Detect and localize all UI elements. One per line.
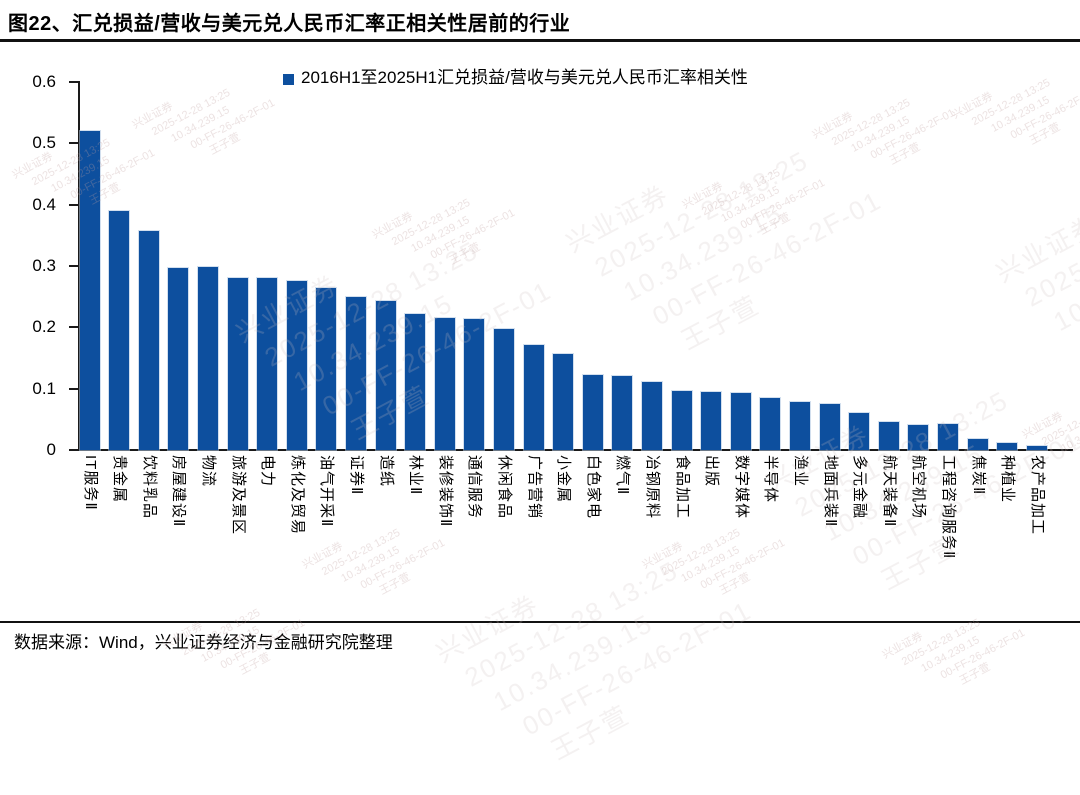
bar [760, 397, 781, 450]
bar [878, 422, 899, 450]
x-axis-label: 燃气Ⅱ [614, 455, 632, 496]
bar [197, 267, 218, 450]
bar [553, 354, 574, 450]
y-axis-tick-label: 0.6 [32, 72, 56, 91]
bar [997, 442, 1018, 450]
y-axis-line [78, 81, 80, 450]
bar [286, 281, 307, 450]
bar [671, 390, 692, 450]
bar [257, 278, 278, 450]
x-axis-label: 航天装备Ⅱ [880, 455, 898, 528]
data-source-note: 数据来源：Wind，兴业证券经济与金融研究院整理 [14, 633, 393, 652]
bar [701, 391, 722, 450]
x-axis-label: 广告营销 [525, 455, 543, 520]
x-axis-label: 物流 [199, 455, 217, 488]
bar [434, 317, 455, 450]
bar [523, 345, 544, 450]
y-axis-tick [69, 387, 78, 390]
y-axis-tick [69, 142, 78, 145]
x-axis-label: 航空机场 [910, 455, 928, 520]
x-axis-label: 地面兵装Ⅱ [821, 455, 839, 528]
x-axis-label: 种植业 [999, 455, 1017, 504]
x-axis-label: 证券Ⅱ [347, 455, 365, 496]
x-axis-label: 工程咨询服务Ⅱ [939, 455, 957, 560]
x-axis-label: 房屋建设Ⅱ [170, 455, 188, 528]
y-axis-tick-label: 0.5 [32, 133, 56, 153]
title-divider-line [0, 39, 1080, 42]
x-axis-label: 农产品加工 [1028, 455, 1046, 536]
bar [1026, 445, 1047, 450]
bar [227, 278, 248, 450]
x-axis-label: 电力 [259, 455, 277, 488]
bar [168, 267, 189, 450]
x-axis-label: 通信服务 [466, 455, 484, 520]
x-axis-label: 旅游及景区 [229, 455, 247, 536]
x-axis-label: 数字媒体 [732, 455, 750, 520]
bar [908, 424, 929, 450]
y-axis-tick [69, 326, 78, 329]
y-axis-tick-label: 0.2 [32, 317, 56, 337]
bar [316, 288, 337, 450]
footer-divider-line [0, 621, 1080, 623]
bar [345, 296, 366, 450]
x-axis-label: 冶钢原料 [643, 455, 661, 520]
x-axis-label: 休闲食品 [495, 455, 513, 520]
x-axis-label: 白色家电 [584, 455, 602, 520]
y-axis-tick-label: 0.1 [32, 378, 56, 398]
x-axis-label: 半导体 [762, 455, 780, 504]
x-axis-line [78, 449, 1073, 451]
y-axis-tick-label: 0.3 [32, 256, 56, 275]
x-axis-label: 出版 [703, 455, 721, 488]
bar [79, 131, 100, 450]
bar [138, 231, 159, 450]
bar [405, 314, 426, 450]
bar [109, 210, 130, 450]
x-axis-label: 饮料乳品 [140, 455, 158, 520]
bar-chart: 2016H1至2025H1汇兑损益/营收与美元兑人民币汇率相关性 0 0.1 0.2… [32, 68, 1073, 560]
x-axis-label: 造纸 [377, 455, 395, 488]
bar [612, 375, 633, 450]
x-axis-label: 焦炭Ⅱ [969, 455, 987, 496]
bar [582, 374, 603, 450]
bar [819, 404, 840, 450]
x-axis-label: 林业Ⅱ [407, 455, 425, 496]
x-axis-label: IT服务Ⅱ [81, 455, 99, 511]
figure-title: 图22、汇兑损益/营收与美元兑人民币汇率正相关性居前的行业 [8, 13, 571, 35]
y-axis-tick [69, 81, 78, 83]
x-axis-label: 装修装饰Ⅱ [436, 455, 454, 528]
bar [967, 438, 988, 450]
x-axis-label: 小金属 [555, 455, 573, 504]
y-axis-tick [69, 265, 78, 267]
bar [493, 329, 514, 450]
bar [730, 392, 751, 450]
y-axis-tick [69, 449, 78, 451]
bar [464, 319, 485, 450]
legend-label: 2016H1至2025H1汇兑损益/营收与美元兑人民币汇率相关性 [301, 68, 748, 87]
bar [849, 413, 870, 450]
x-axis-label: 渔业 [791, 455, 809, 488]
bar [375, 300, 396, 450]
legend-swatch-icon [283, 74, 294, 85]
y-axis-tick-label: 0.4 [32, 194, 56, 214]
x-axis-label: 油气开采Ⅱ [318, 455, 336, 528]
x-axis-label: 炼化及贸易 [288, 455, 306, 536]
y-axis-tick-label: 0 [46, 440, 56, 459]
x-axis-label: 贵金属 [111, 455, 129, 504]
x-axis-label: 食品加工 [673, 455, 691, 520]
bar [937, 424, 958, 450]
y-axis-tick [69, 203, 78, 206]
bar [789, 402, 810, 450]
x-axis-label: 多元金融 [851, 455, 869, 520]
bar [641, 381, 662, 450]
